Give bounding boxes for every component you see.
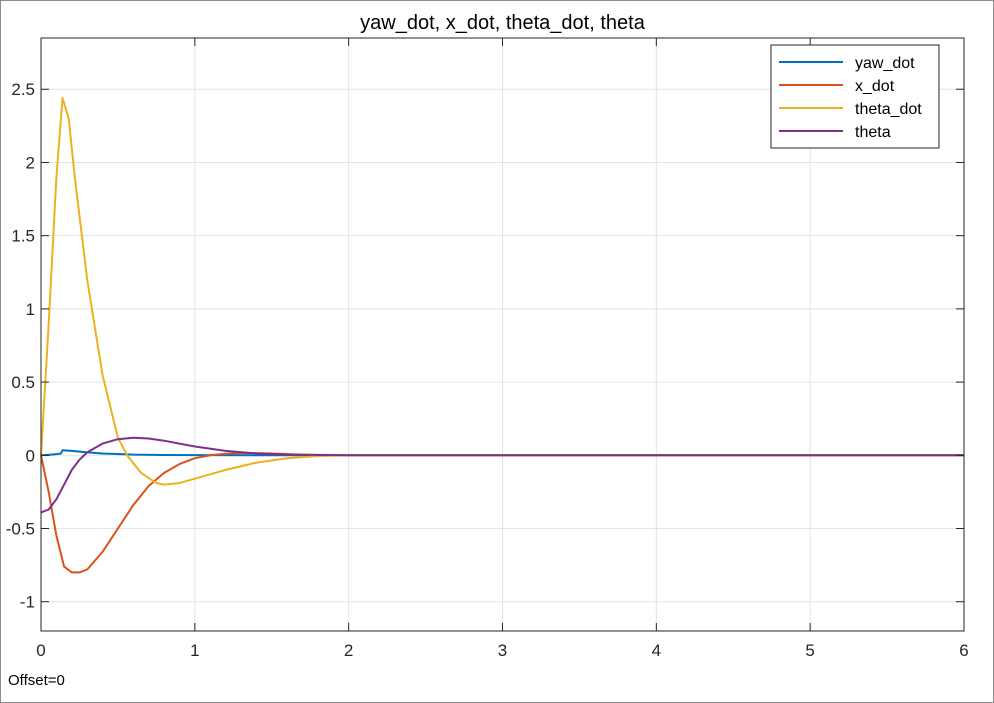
y-tick-label: -1 — [20, 593, 35, 612]
x-tick-label: 2 — [344, 641, 353, 660]
legend-label-yaw-dot: yaw_dot — [855, 55, 915, 72]
legend-label-theta-dot: theta_dot — [855, 101, 922, 118]
legend-label-x-dot: x_dot — [855, 78, 895, 95]
y-tick-label: 0 — [26, 446, 35, 465]
series-line-theta — [40, 436, 964, 514]
y-tick-label: 1 — [26, 300, 35, 319]
legend-label-theta: theta — [855, 124, 891, 141]
y-tick-label: -0.5 — [6, 520, 35, 539]
chart-title: yaw_dot, x_dot, theta_dot, theta — [360, 12, 646, 34]
x-tick-label: 4 — [652, 641, 661, 660]
y-tick-label: 2 — [26, 153, 35, 172]
x-tick-label: 5 — [805, 641, 814, 660]
x-tick-label: 6 — [959, 641, 968, 660]
offset-label: Offset=0 — [8, 672, 65, 689]
y-tick-label: 0.5 — [11, 373, 35, 392]
y-tick-label: 1.5 — [11, 227, 35, 246]
y-tick-label: 2.5 — [11, 80, 35, 99]
x-tick-label: 1 — [190, 641, 199, 660]
x-tick-label: 0 — [36, 641, 45, 660]
x-tick-label: 3 — [498, 641, 507, 660]
